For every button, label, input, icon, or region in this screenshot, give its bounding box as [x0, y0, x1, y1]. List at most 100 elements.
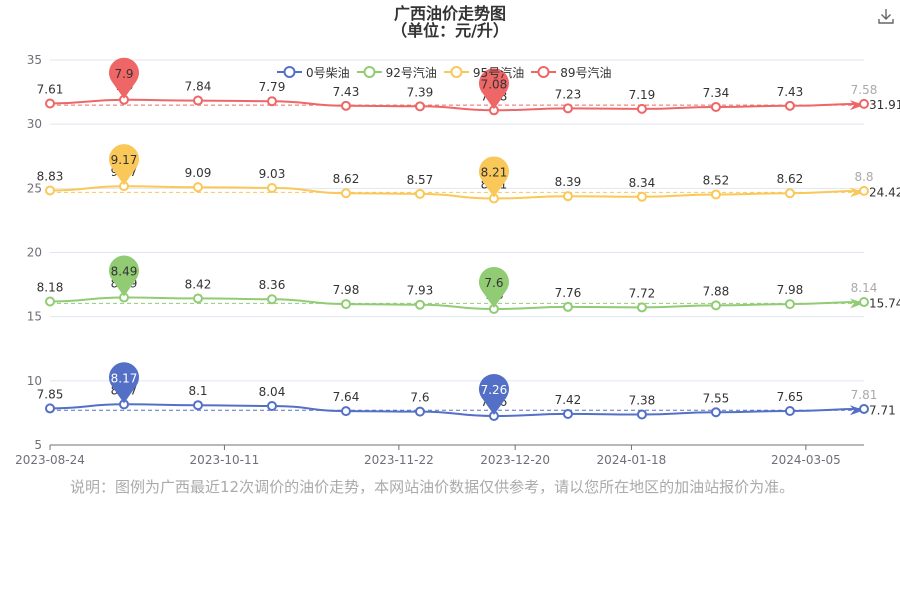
data-point: [562, 408, 573, 419]
legend-label: 89号汽油: [560, 65, 612, 80]
data-label: 7.19: [629, 88, 656, 102]
data-point: [266, 294, 277, 305]
series-95号汽油: 24.42 8.83 9.17 9.09 9.03 8.62 8.57 8.21 8.39 8.3…: [37, 144, 900, 204]
average-label: 7.71: [869, 403, 896, 417]
legend-item[interactable]: 95号汽油: [443, 64, 525, 81]
min-pin: [478, 373, 509, 415]
data-point: [192, 400, 203, 411]
series-92号汽油: 15.74 8.18 8.49 8.42 8.36 7.98 7.93 7.6 7.76 7.72…: [37, 255, 900, 314]
data-point: [340, 100, 351, 111]
y-tick-label: 20: [27, 246, 42, 260]
data-point: [414, 406, 425, 417]
max-pin-label: 8.49: [111, 265, 138, 279]
min-pin: [478, 266, 509, 308]
chart-note: 说明：图例为广西最近12次调价的油价走势，本网站油价数据仅供参考，请以您所在地区…: [70, 478, 795, 496]
data-point: [414, 101, 425, 112]
data-point: [636, 103, 647, 114]
data-label: 7.88: [703, 284, 730, 298]
average-label: 24.42: [869, 185, 900, 199]
data-point: [784, 299, 795, 310]
series-0号柴油: 7.71 7.85 8.17 8.1 8.04 7.64 7.6 7.26 7.42 7.38 7.…: [37, 362, 896, 421]
data-point: [414, 299, 425, 310]
data-label: 7.58: [851, 83, 878, 97]
data-point: [710, 101, 721, 112]
data-label: 7.55: [703, 391, 730, 405]
data-label: 7.93: [407, 284, 434, 298]
data-label: 9.03: [259, 167, 286, 181]
data-point: [192, 95, 203, 106]
data-label: 7.98: [333, 283, 360, 297]
average-arrow: [850, 187, 864, 198]
data-point: [45, 98, 55, 109]
y-tick-label: 15: [27, 310, 42, 324]
legend-swatch-icon: [356, 66, 382, 78]
data-label: 7.42: [555, 393, 582, 407]
min-pin: [478, 68, 509, 110]
download-icon[interactable]: [876, 6, 896, 26]
max-pin-label: 7.9: [114, 67, 133, 81]
average-arrow: [850, 100, 864, 111]
y-tick-label: 10: [27, 374, 42, 388]
data-label: 7.6: [410, 391, 429, 405]
data-label: 7.79: [259, 80, 286, 94]
series-89号汽油: 31.91 7.61 7.9 7.84 7.79 7.43 7.39 7.08 7.23 7.19…: [37, 57, 900, 116]
min-pin-label: 7.6: [484, 276, 503, 290]
series-line: [49, 296, 865, 311]
legend-item[interactable]: 0号柴油: [277, 64, 350, 81]
data-point: [710, 189, 721, 200]
data-label: 7.38: [629, 393, 656, 407]
data-label: 7.39: [407, 85, 434, 99]
data-point: [562, 301, 573, 312]
max-pin: [108, 255, 139, 297]
data-point: [562, 103, 573, 114]
max-pin: [108, 57, 139, 99]
data-point: [859, 185, 869, 196]
data-label: 8.39: [555, 175, 582, 189]
average-arrow: [850, 405, 864, 416]
legend-item[interactable]: 92号汽油: [356, 64, 437, 81]
data-point: [859, 297, 869, 308]
data-label: 8.04: [259, 385, 286, 399]
legend-label: 0号柴油: [306, 65, 350, 80]
legend-swatch-icon: [531, 66, 557, 78]
series-line: [49, 98, 865, 112]
data-label: 8.62: [777, 172, 804, 186]
min-pin-label: 7.08: [481, 77, 508, 91]
series-line: [49, 403, 865, 418]
data-label: 7.34: [703, 86, 730, 100]
data-point: [859, 98, 869, 109]
data-label: 7.85: [37, 387, 64, 401]
data-point: [340, 299, 351, 310]
legend-item[interactable]: 89号汽油: [531, 64, 611, 81]
y-tick-label: 25: [27, 181, 42, 195]
y-tick-label: 30: [27, 117, 42, 131]
legend-label: 95号汽油: [472, 65, 525, 80]
legend-swatch-icon: [277, 66, 302, 78]
data-point: [340, 406, 351, 417]
min-pin-label: 8.21: [481, 165, 508, 179]
data-point: [192, 182, 203, 193]
data-label: 7.23: [555, 87, 582, 101]
data-label: 7.98: [777, 283, 804, 297]
x-tick-label: 2023-12-20: [480, 453, 550, 467]
data-point: [710, 407, 721, 418]
data-point: [192, 293, 203, 304]
data-point: [414, 188, 425, 199]
data-point: [45, 296, 55, 307]
data-label: 9.09: [185, 166, 212, 180]
data-point: [784, 100, 795, 111]
data-label: 7.84: [185, 80, 212, 94]
data-label: 8.52: [703, 173, 730, 187]
series-line: [49, 185, 865, 200]
max-pin-label: 8.17: [111, 371, 138, 385]
data-point: [340, 188, 351, 199]
data-label: 8.57: [407, 173, 434, 187]
data-label: 8.36: [259, 278, 286, 292]
y-tick-label: 5: [34, 438, 42, 452]
data-point: [784, 405, 795, 416]
x-tick-label: 2023-08-24: [15, 453, 85, 467]
data-label: 8.62: [333, 172, 360, 186]
min-pin: [478, 156, 509, 198]
data-label: 8.8: [854, 170, 873, 184]
